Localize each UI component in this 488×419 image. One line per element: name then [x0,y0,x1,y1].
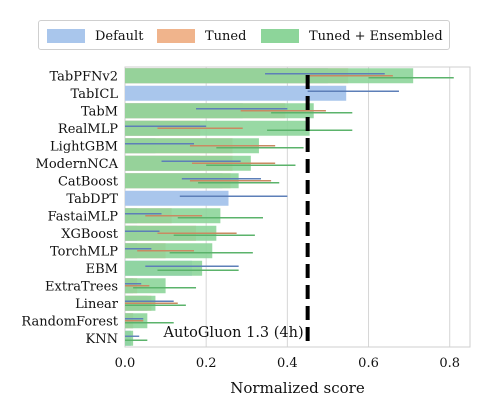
plot-frame [124,66,471,348]
legend: Default Tuned Tuned + Ensembled [38,20,450,50]
x-axis-label: Normalized score [230,379,365,397]
bar-default-tabicl [125,85,347,101]
category-label-randomforest: RandomForest [21,314,118,329]
category-label-lightgbm: LightGBM [50,139,118,154]
legend-label-tuned: Tuned [205,28,247,44]
x-tick-label: 0.0 [115,356,136,371]
category-label-tabicl: TabICL [71,87,119,102]
x-tick-label: 0.4 [277,356,298,371]
bar-tuned-ensembled-tabpfnv2 [125,68,414,84]
category-label-knn: KNN [86,332,118,347]
category-label-linear: Linear [75,297,119,312]
category-label-realmlp: RealMLP [58,122,118,137]
legend-label-tuned-ensembled: Tuned + Ensembled [309,28,443,44]
x-tick-label: 0.6 [358,356,379,371]
category-label-extratrees: ExtraTrees [45,279,118,294]
x-tick-label: 0.8 [439,356,460,371]
reference-line-label: AutoGluon 1.3 (4h) [162,325,303,341]
bar-tuned-ensembled-knn [125,330,134,346]
legend-item-tuned: Tuned [157,28,246,44]
bar-tuned-ensembled-tabm [125,103,314,119]
legend-swatch-tuned [157,29,195,43]
legend-swatch-default [47,29,85,43]
bar-tuned-ensembled-catboost [125,173,239,189]
bar-tuned-ensembled-ebm [125,260,203,276]
category-label-fastaimlp: FastaiMLP [48,209,119,224]
legend-label-default: Default [95,28,144,44]
legend-item-tuned-ensembled: Tuned + Ensembled [261,28,443,44]
bar-default-tabdpt [125,190,229,206]
category-label-xgboost: XGBoost [61,227,119,242]
legend-swatch-tuned-ensembled [261,29,299,43]
category-label-tabdpt: TabDPT [66,192,118,207]
category-label-catboost: CatBoost [58,174,119,189]
category-label-torchmlp: TorchMLP [50,244,118,259]
category-label-modernnca: ModernNCA [36,157,119,172]
category-label-ebm: EBM [86,262,118,277]
legend-item-default: Default [47,28,143,44]
category-label-tabm: TabM [81,104,118,119]
bar-tuned-ensembled-modernnca [125,155,251,171]
x-tick-label: 0.2 [196,356,217,371]
category-label-tabpfnv2: TabPFNv2 [50,69,119,84]
